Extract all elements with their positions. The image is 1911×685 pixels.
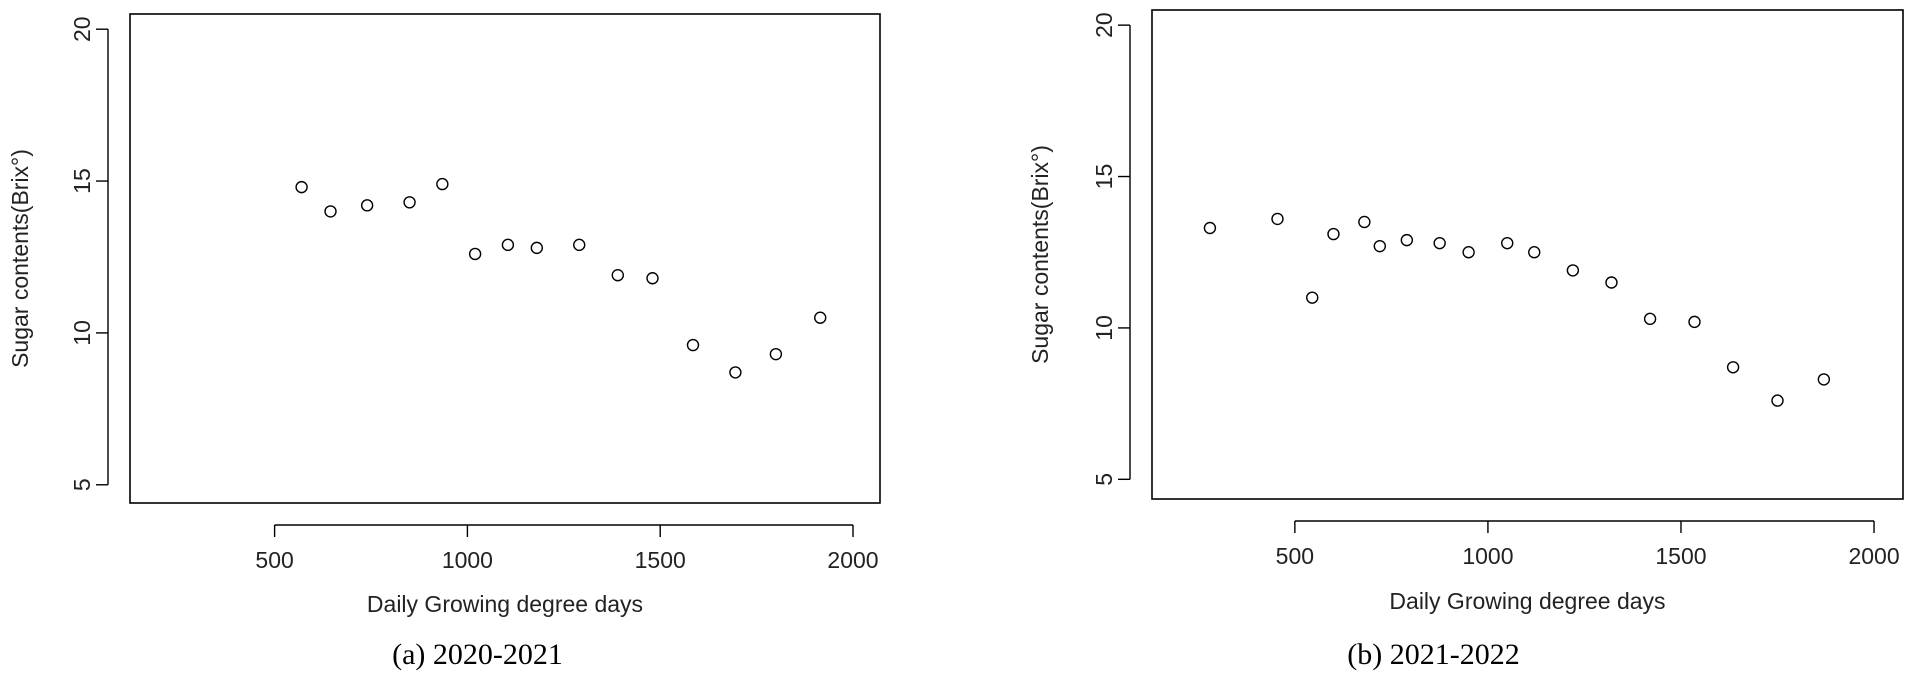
x-tick-label: 1000 xyxy=(1462,543,1513,569)
data-point xyxy=(324,205,337,218)
x-tick-label: 1000 xyxy=(442,547,493,573)
data-point xyxy=(1528,246,1541,259)
x-tick-label: 500 xyxy=(1276,543,1314,569)
data-point xyxy=(1306,291,1319,304)
plot-frame xyxy=(129,13,881,504)
data-point xyxy=(814,311,827,324)
data-point xyxy=(769,347,783,361)
y-axis-label: Sugar contents(Brix°) xyxy=(7,149,33,368)
y-axis-label: Sugar contents(Brix°) xyxy=(1027,145,1053,364)
data-point xyxy=(1327,227,1340,241)
data-point xyxy=(1771,394,1784,407)
data-point xyxy=(1501,236,1514,250)
data-point xyxy=(1643,312,1657,326)
data-point xyxy=(686,338,700,352)
data-point xyxy=(1271,212,1284,226)
chart-panel-b: 500 1000 1500 2000 5 10 15 20 Daily Growing degr… xyxy=(956,0,1911,685)
data-point xyxy=(530,241,544,255)
x-tick-label: 1500 xyxy=(1655,543,1706,569)
scatter-plot-b: 500 1000 1500 2000 5 10 15 20 Daily Growing degr… xyxy=(1027,9,1904,614)
data-point xyxy=(1605,276,1618,289)
chart-caption-a: (a) 2020-2021 xyxy=(392,638,563,671)
data-point xyxy=(573,238,586,252)
scatter-plot-a: 500 1000 1500 2000 5 10 15 20 Daily Growing degr… xyxy=(7,13,881,617)
data-point xyxy=(468,247,482,261)
y-tick-label: 20 xyxy=(1091,12,1117,38)
chart-panel-a: 500 1000 1500 2000 5 10 15 20 Daily Growing degr… xyxy=(0,0,955,685)
y-tick-label: 10 xyxy=(69,320,95,346)
chart-caption-b: (b) 2021-2022 xyxy=(1347,638,1520,671)
data-point xyxy=(1688,315,1701,329)
x-tick-label: 2000 xyxy=(1848,543,1899,569)
data-point xyxy=(436,177,449,191)
plot-frame xyxy=(1151,9,1904,500)
data-point xyxy=(501,238,515,252)
y-tick-label: 15 xyxy=(1091,164,1117,190)
data-point xyxy=(611,269,624,282)
data-point xyxy=(1373,239,1387,253)
x-tick-label: 1500 xyxy=(635,547,686,573)
data-point xyxy=(1433,236,1446,250)
data-point xyxy=(295,180,308,194)
x-axis-label: Daily Growing degree days xyxy=(367,591,643,617)
y-tick-label: 15 xyxy=(69,168,95,194)
data-point xyxy=(1203,221,1217,235)
x-axis-label: Daily Growing degree days xyxy=(1389,588,1665,614)
data-point xyxy=(729,366,742,379)
data-point xyxy=(1566,264,1580,277)
y-tick-label: 5 xyxy=(69,478,95,491)
data-point xyxy=(1358,215,1371,229)
x-tick-label: 500 xyxy=(255,547,293,573)
data-point xyxy=(403,196,416,209)
data-point xyxy=(1817,373,1831,386)
data-point xyxy=(646,272,659,285)
x-tick-label: 2000 xyxy=(827,547,878,573)
data-point xyxy=(1462,246,1475,259)
data-point xyxy=(360,199,374,212)
y-tick-label: 10 xyxy=(1091,315,1117,341)
data-point xyxy=(1400,233,1414,247)
y-tick-label: 20 xyxy=(69,16,95,42)
y-tick-label: 5 xyxy=(1091,473,1117,486)
data-point xyxy=(1726,361,1740,374)
